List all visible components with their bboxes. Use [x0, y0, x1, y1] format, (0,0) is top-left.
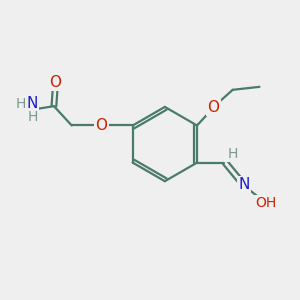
Text: OH: OH	[255, 196, 277, 210]
Text: O: O	[50, 75, 61, 90]
Text: H: H	[227, 147, 238, 161]
Text: O: O	[207, 100, 219, 115]
Text: N: N	[238, 177, 249, 192]
Text: H: H	[27, 110, 38, 124]
Text: H: H	[16, 97, 26, 111]
Text: N: N	[27, 96, 38, 111]
Text: O: O	[95, 118, 107, 133]
